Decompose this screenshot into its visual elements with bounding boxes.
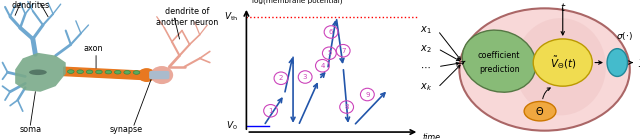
Text: $t$: $t$	[559, 1, 566, 13]
Text: axon: axon	[84, 44, 103, 53]
Text: another neuron: another neuron	[156, 18, 218, 27]
Text: $\Theta$: $\Theta$	[536, 105, 545, 117]
Text: $\tilde{V}_{\Theta}(t)$: $\tilde{V}_{\Theta}(t)$	[550, 54, 576, 71]
Ellipse shape	[150, 66, 173, 84]
Ellipse shape	[515, 18, 606, 115]
Circle shape	[67, 70, 74, 73]
Text: prediction: prediction	[479, 65, 520, 74]
Text: dendrite of: dendrite of	[165, 7, 209, 16]
Text: 7: 7	[341, 48, 346, 54]
Text: 8: 8	[344, 104, 349, 110]
Text: 6: 6	[329, 29, 333, 35]
Text: dendrites: dendrites	[12, 1, 49, 10]
Text: 2: 2	[279, 75, 283, 81]
Text: 3: 3	[303, 74, 307, 80]
Text: log(membrane potential): log(membrane potential)	[252, 0, 342, 4]
Circle shape	[105, 70, 111, 74]
Circle shape	[124, 71, 131, 74]
Text: $V_{\rm th}$: $V_{\rm th}$	[223, 11, 238, 23]
Text: $\cdots$: $\cdots$	[420, 62, 430, 72]
Text: $x_2$: $x_2$	[420, 43, 431, 54]
Text: synapse: synapse	[110, 125, 143, 134]
Ellipse shape	[533, 39, 592, 86]
Circle shape	[95, 70, 102, 74]
Text: 9: 9	[365, 91, 370, 98]
Circle shape	[133, 71, 140, 74]
Text: soma: soma	[19, 125, 42, 134]
Ellipse shape	[462, 30, 536, 92]
FancyBboxPatch shape	[149, 71, 170, 79]
Circle shape	[77, 70, 83, 74]
Text: time: time	[422, 133, 441, 139]
Text: 4: 4	[320, 63, 324, 69]
Text: 1: 1	[268, 108, 273, 114]
Polygon shape	[15, 53, 66, 92]
Text: 5: 5	[327, 50, 332, 56]
Circle shape	[115, 70, 121, 74]
Text: $V_0$: $V_0$	[226, 120, 238, 132]
Text: $\sigma(\cdot)$: $\sigma(\cdot)$	[616, 30, 632, 42]
Ellipse shape	[138, 68, 156, 82]
Ellipse shape	[29, 70, 47, 75]
Circle shape	[86, 70, 93, 74]
Text: $x_1$: $x_1$	[420, 25, 431, 36]
Text: $y$: $y$	[637, 57, 640, 69]
Ellipse shape	[524, 101, 556, 121]
Text: coefficient: coefficient	[478, 51, 520, 60]
Ellipse shape	[460, 8, 630, 131]
Ellipse shape	[607, 49, 627, 76]
Text: $x_k$: $x_k$	[420, 82, 432, 93]
